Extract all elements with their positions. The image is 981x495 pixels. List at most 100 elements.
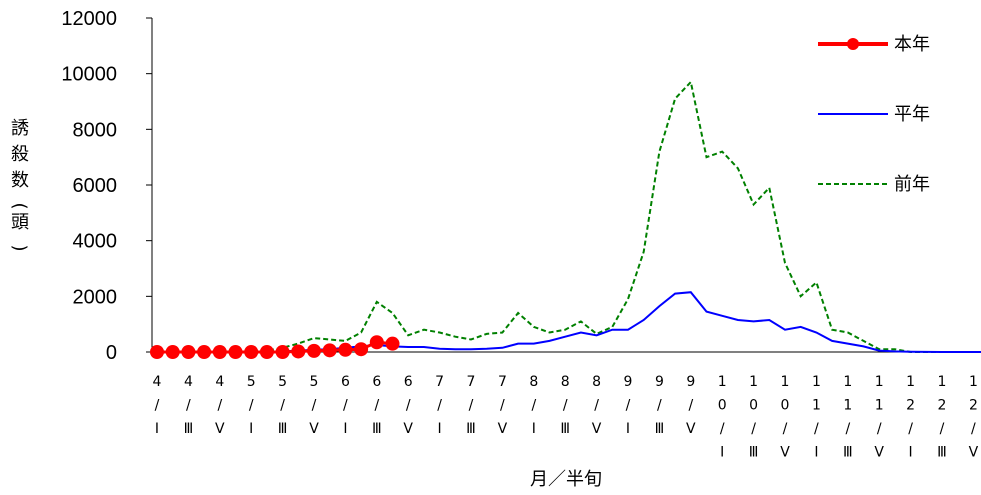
x-tick-label-part: / [249, 398, 254, 414]
data-point [212, 345, 227, 359]
x-tick-label-part: 4 [215, 374, 224, 390]
x-tick-label: 9 / Ⅲ [655, 374, 665, 437]
y-tick-label: 8000 [73, 119, 118, 141]
x-tick-label-part: 9 [624, 374, 633, 390]
x-tick-label-part: / [280, 398, 285, 414]
x-tick-label-part: 0 [781, 398, 790, 414]
x-tick-label: 5 / Ⅲ [278, 374, 288, 437]
x-tick-label-part: 1 [718, 374, 727, 390]
legend-entry: 平年 [818, 104, 930, 125]
x-tick-label-part: Ⅴ [215, 421, 225, 437]
y-axis-label-char: ) [9, 244, 30, 251]
x-tick-label-part: Ⅲ [749, 445, 759, 461]
series-line [157, 291, 981, 353]
x-tick-label-part: 5 [278, 374, 287, 390]
x-tick-label-part: 0 [749, 398, 758, 414]
x-tick-label-part: Ⅴ [969, 445, 979, 461]
x-tick-label-part: 1 [843, 398, 852, 414]
x-tick-label-part: Ⅰ [909, 445, 913, 461]
x-tick-label-part: 1 [906, 374, 915, 390]
x-tick-label: 8 / Ⅰ [529, 374, 538, 437]
x-tick-label-part: Ⅲ [184, 421, 194, 437]
y-tick-label: 4000 [73, 231, 118, 253]
x-tick-label-part: Ⅴ [498, 421, 508, 437]
x-tick-label-part: Ⅲ [843, 445, 853, 461]
x-tick-label-part: Ⅲ [937, 445, 947, 461]
x-tick-label-part: 5 [310, 374, 319, 390]
x-tick-label: 1 0 / Ⅲ [749, 374, 759, 461]
series-line [157, 79, 981, 353]
x-tick-label-part: 6 [341, 374, 350, 390]
x-tick-label-part: 7 [435, 374, 444, 390]
x-tick-label: 1 1 / Ⅴ [874, 374, 884, 461]
x-tick-label: 7 / Ⅰ [435, 374, 444, 437]
legend-label: 本年 [894, 34, 930, 55]
series-previous-year [157, 79, 981, 353]
data-point [259, 345, 274, 359]
x-tick-label-part: / [971, 421, 976, 437]
x-tick-label-part: / [751, 421, 756, 437]
y-axis-label-char: 殺 [11, 144, 29, 165]
x-tick-label-part: Ⅲ [466, 421, 476, 437]
x-tick-label-part: 1 [812, 398, 821, 414]
y-axis-ticks: 0 2000 4000 6000 8000 10000 12000 [61, 8, 152, 364]
x-tick-label-part: / [374, 398, 379, 414]
x-tick-label-part: / [877, 421, 882, 437]
legend-label: 前年 [894, 174, 930, 195]
x-tick-label-part: 9 [655, 374, 664, 390]
x-tick-label: 1 1 / Ⅰ [812, 374, 821, 461]
x-tick-label-part: 2 [938, 398, 947, 414]
x-tick-label-part: 8 [561, 374, 570, 390]
data-point [354, 342, 369, 357]
x-tick-label-part: / [908, 421, 913, 437]
x-tick-label-part: Ⅰ [343, 421, 347, 437]
x-tick-label-part: / [814, 421, 819, 437]
x-tick-label-part: 6 [372, 374, 381, 390]
x-tick-label-part: Ⅰ [532, 421, 536, 437]
legend-entry: 前年 [818, 174, 930, 195]
x-tick-label-part: Ⅰ [249, 421, 253, 437]
x-axis-label: 月／半旬 [530, 469, 602, 490]
legend-label: 平年 [894, 104, 930, 125]
data-point [307, 343, 321, 358]
x-tick-label: 8 / Ⅴ [592, 374, 602, 437]
x-tick-label-part: / [688, 398, 693, 414]
x-tick-label: 5 / Ⅴ [309, 374, 319, 437]
x-tick-label-part: 1 [969, 374, 978, 390]
x-tick-label-part: 1 [938, 374, 947, 390]
x-tick-label-part: 1 [875, 398, 884, 414]
x-tick-label-part: Ⅰ [626, 421, 630, 437]
x-tick-label-part: 7 [498, 374, 507, 390]
x-tick-label: 1 2 / Ⅴ [969, 374, 979, 461]
x-tick-label-part: Ⅲ [372, 421, 382, 437]
data-point [197, 345, 212, 359]
axes [151, 18, 980, 353]
x-tick-label-part: / [657, 398, 662, 414]
y-axis-label-char: 頭 [11, 212, 29, 233]
y-axis-label-char: 数 [11, 170, 29, 191]
x-tick-label: 1 0 / Ⅰ [718, 374, 727, 461]
y-tick-label: 6000 [73, 175, 118, 197]
x-tick-label-part: 2 [969, 398, 978, 414]
x-tick-label-part: 4 [184, 374, 193, 390]
x-tick-label-part: / [940, 421, 945, 437]
y-axis-label: 誘殺数 (頭) [9, 118, 30, 252]
legend-entry: 本年 [818, 34, 930, 55]
x-tick-label: 1 2 / Ⅰ [906, 374, 915, 461]
y-axis-label-char: 誘 [11, 118, 29, 139]
x-tick-label-part: / [406, 398, 411, 414]
series-current-year [150, 335, 400, 359]
x-tick-label: 5 / Ⅰ [247, 374, 256, 437]
x-tick-label: 7 / Ⅴ [498, 374, 508, 437]
x-tick-label-part: Ⅰ [438, 421, 442, 437]
x-tick-label-part: 1 [749, 374, 758, 390]
x-tick-label-part: / [626, 398, 631, 414]
x-tick-label-part: Ⅲ [655, 421, 665, 437]
data-point [291, 344, 306, 359]
x-tick-label-part: 1 [875, 374, 884, 390]
data-point [322, 343, 337, 358]
x-tick-label-part: Ⅴ [780, 445, 790, 461]
x-tick-label-part: 1 [812, 374, 821, 390]
